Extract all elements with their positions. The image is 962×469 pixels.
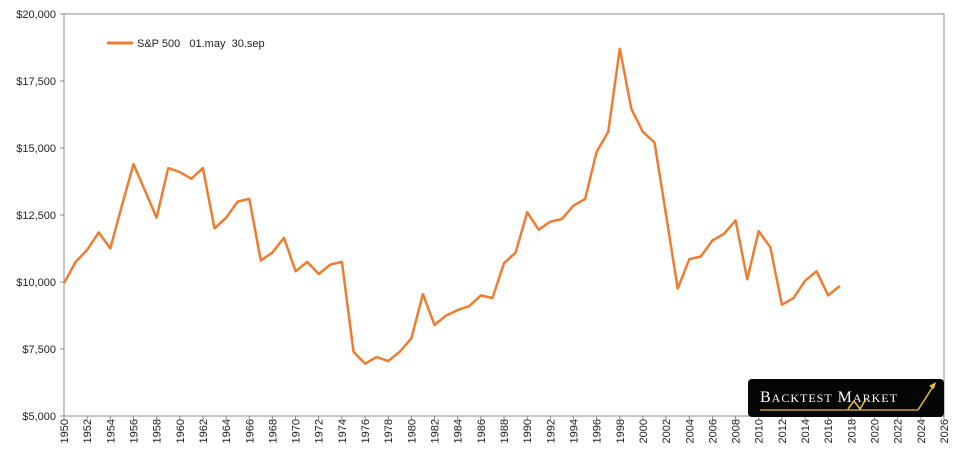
x-tick-label: 1992 [545,419,557,443]
x-tick-label: 1960 [175,419,187,443]
x-tick-label: 1962 [198,419,210,443]
backtest-market-logo: BACKTEST MARKET [748,379,944,417]
y-tick-label: $12,500 [16,210,56,222]
x-tick-label: 2006 [707,419,719,443]
x-tick-label: 1968 [267,419,279,443]
x-tick-label: 1976 [360,419,372,443]
y-tick-label: $17,500 [16,76,56,88]
x-tick-label: 1982 [430,419,442,443]
x-tick-label: 1956 [128,419,140,443]
y-axis: $5,000 $7,500 $10,000 $12,500 $15,000 $17,500… [16,9,64,423]
legend-label: S&P 500 01.may 30.sep [137,38,265,50]
x-tick-label: 2016 [823,419,835,443]
x-tick-label: 1970 [291,419,303,443]
x-tick-label: 2026 [939,419,951,443]
x-tick-label: 1966 [244,419,256,443]
y-tick-label: $15,000 [16,143,56,155]
x-tick-label: 2008 [731,419,743,443]
x-tick-label: 1988 [499,419,511,443]
y-tick-label: $7,500 [22,344,56,356]
x-tick-label: 1964 [221,419,233,443]
logo-arrow-icon [760,382,936,411]
y-tick-label: $5,000 [22,411,56,423]
x-tick-label: 1954 [105,419,117,443]
plot-area-border [63,13,945,417]
x-tick-label: 2024 [916,419,928,443]
x-tick-label: 2020 [870,419,882,443]
x-tick-label: 2014 [800,419,812,443]
x-tick-label: 1980 [406,419,418,443]
x-tick-label: 1996 [592,419,604,443]
x-tick-label: 2018 [846,419,858,443]
x-tick-label: 2000 [638,419,650,443]
x-tick-label: 2002 [661,419,673,443]
x-tick-label: 1984 [453,419,465,443]
x-tick-label: 1974 [337,419,349,443]
x-tick-label: 2022 [893,419,905,443]
x-tick-label: 1990 [522,419,534,443]
x-tick-label: 1978 [383,419,395,443]
x-tick-label: 1950 [59,419,71,443]
y-tick-label: $20,000 [16,9,56,21]
x-tick-label: 1986 [476,419,488,443]
x-tick-label: 1998 [615,419,627,443]
legend: S&P 500 01.may 30.sep [107,38,265,50]
x-tick-label: 1952 [82,419,94,443]
x-tick-label: 2012 [777,419,789,443]
x-tick-label: 2010 [754,419,766,443]
y-tick-label: $10,000 [16,277,56,289]
x-axis: 1950 1952 1954 1956 1958 1960 1962 1964 1966 1968… [59,416,951,443]
x-tick-label: 2004 [684,419,696,443]
x-tick-label: 1958 [152,419,164,443]
x-tick-label: 1994 [568,419,580,443]
series-layer [62,47,841,365]
x-tick-label: 1972 [314,419,326,443]
series-line [62,47,841,365]
